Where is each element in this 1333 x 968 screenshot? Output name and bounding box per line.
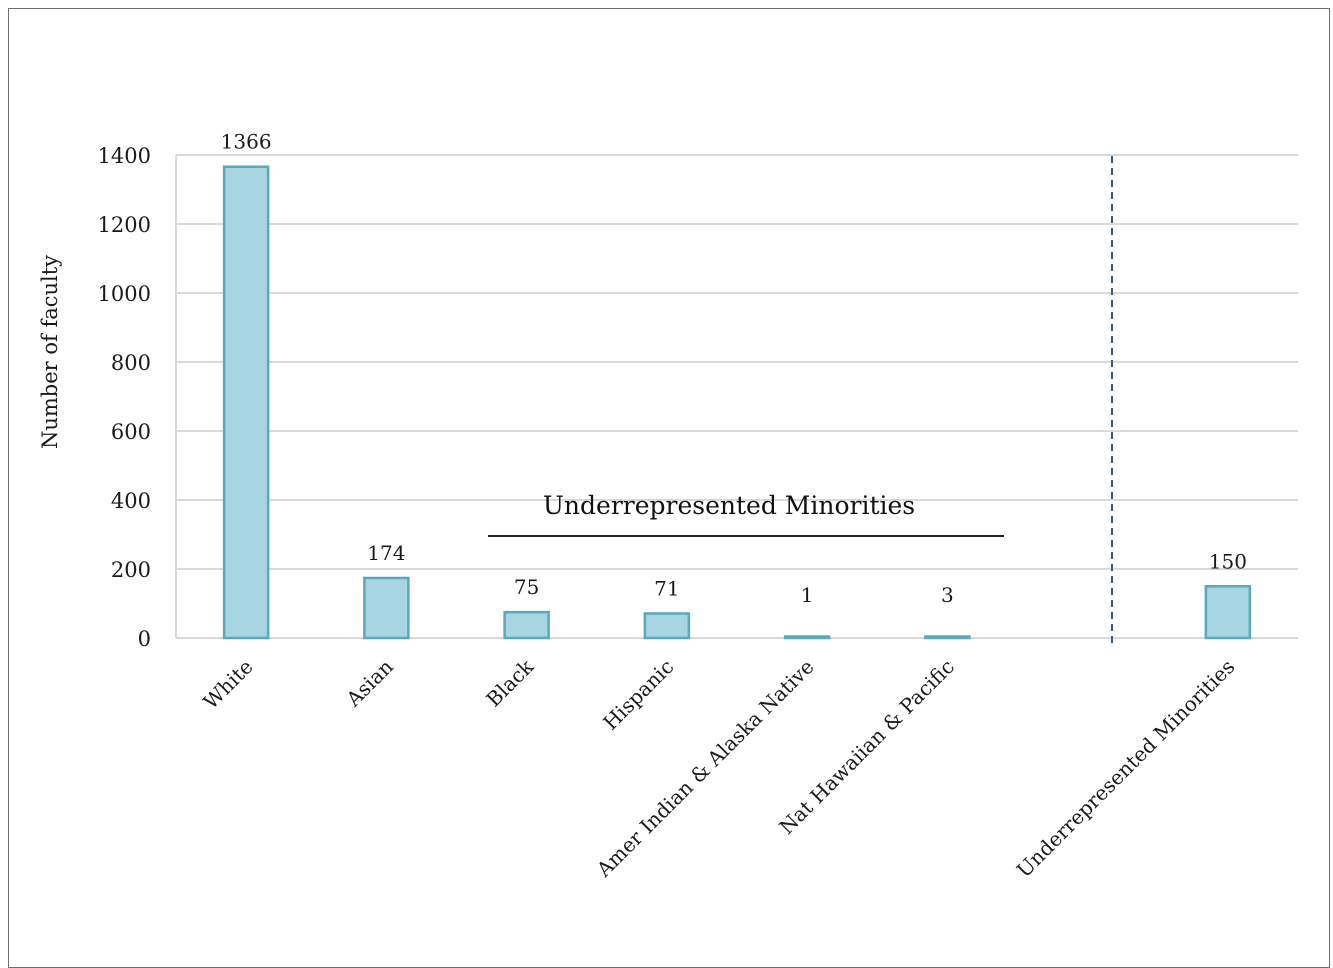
bars (222, 165, 1252, 640)
data-label: 1 (801, 583, 814, 607)
x-tick-label: Amer Indian & Alaska Native (591, 655, 819, 883)
y-tick-label: 400 (111, 489, 151, 513)
data-label: 3 (941, 583, 954, 607)
y-axis-label: Number of faculty (38, 255, 62, 449)
data-label: 71 (654, 577, 679, 601)
bar (222, 165, 270, 640)
gridlines (175, 154, 1298, 639)
y-tick-label: 800 (111, 351, 151, 375)
y-tick-label: 1400 (98, 144, 151, 168)
data-labels: 1366 174 75 71 1 3 150 (221, 130, 1247, 607)
bar (1204, 585, 1252, 640)
bar (503, 610, 550, 640)
data-label: 150 (1209, 549, 1247, 573)
x-tick-label: Black (481, 654, 538, 711)
x-tick-label: Underrepresented Minorities (1012, 655, 1240, 883)
data-label: 174 (367, 541, 405, 565)
x-tick-label: Hispanic (598, 655, 678, 735)
bar (924, 635, 971, 640)
y-tick-label: 0 (138, 627, 151, 651)
bar (363, 576, 410, 640)
group-label: Underrepresented Minorities (543, 491, 915, 520)
y-tick-label: 1200 (98, 213, 151, 237)
data-label: 75 (514, 575, 539, 599)
y-axis-ticks: 0 200 400 600 800 1000 1200 1400 (98, 144, 151, 651)
data-label: 1366 (221, 130, 272, 154)
x-tick-label: White (198, 655, 257, 714)
y-tick-label: 1000 (98, 282, 151, 306)
bar (783, 635, 831, 640)
y-tick-label: 600 (111, 420, 151, 444)
x-tick-label: Asian (341, 654, 398, 711)
bar (643, 612, 691, 640)
y-tick-label: 200 (111, 558, 151, 582)
